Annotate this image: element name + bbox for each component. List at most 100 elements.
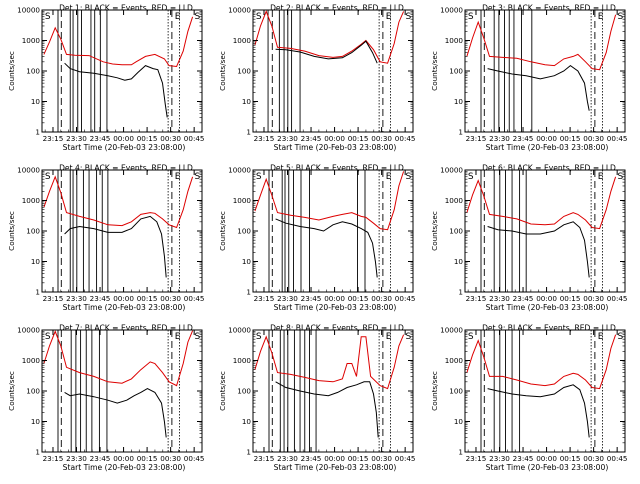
panel-title: Det 1: BLACK = Events, RED = LLD — [59, 4, 193, 13]
y-tick-label: 1000 — [233, 356, 252, 365]
y-tick-label: 10 — [242, 97, 252, 106]
x-tick-label: 23:15 — [43, 294, 64, 303]
y-tick-label: 10000 — [228, 6, 251, 15]
y-tick-label: 100 — [26, 67, 40, 76]
x-tick-label: 00:30 — [160, 454, 181, 463]
y-tick-label: 1000 — [233, 196, 252, 205]
y-tick-label: 10 — [31, 257, 41, 266]
x-axis-label: Start Time (20-Feb-03 23:08:00) — [63, 303, 186, 312]
x-tick-label: 23:45 — [301, 454, 322, 463]
region-letter: S — [617, 172, 623, 182]
x-tick-label: 23:45 — [513, 134, 534, 143]
panel-title: Det 6: BLACK = Events, RED = LLD — [482, 164, 616, 173]
y-tick-label: 100 — [237, 67, 251, 76]
panel-title: Det 7: BLACK = Events, RED = LLD — [59, 324, 193, 333]
x-tick-label: 00:00 — [536, 294, 557, 303]
x-tick-label: 00:00 — [324, 134, 345, 143]
x-tick-label: 00:45 — [184, 454, 205, 463]
x-tick-label: 00:15 — [560, 454, 581, 463]
region-letter: E — [175, 172, 181, 182]
region-letter: E — [598, 332, 604, 342]
region-letter: E — [175, 332, 181, 342]
y-tick-label: 10 — [454, 97, 464, 106]
plot-frame — [252, 9, 414, 133]
region-letter: S — [405, 332, 411, 342]
y-tick-label: 1 — [35, 128, 40, 137]
y-tick-label: 10000 — [17, 166, 40, 175]
x-tick-label: 00:15 — [560, 294, 581, 303]
y-tick-label: 1000 — [22, 36, 41, 45]
x-tick-label: 00:00 — [324, 294, 345, 303]
plot-frame — [41, 9, 203, 133]
y-tick-label: 1000 — [233, 36, 252, 45]
x-tick-label: 23:15 — [466, 454, 487, 463]
y-axis-label: Counts/sec — [430, 371, 439, 411]
x-axis-label: Start Time (20-Feb-03 23:08:00) — [274, 303, 397, 312]
y-axis-label: Counts/sec — [218, 51, 227, 91]
y-tick-label: 1000 — [22, 196, 41, 205]
y-tick-label: 10 — [242, 257, 252, 266]
y-tick-label: 1 — [458, 448, 463, 457]
x-tick-label: 23:15 — [254, 134, 275, 143]
region-letter: S — [45, 12, 51, 22]
events-series-line — [487, 384, 590, 438]
lld-series-line — [254, 171, 405, 231]
y-axis-label: Counts/sec — [7, 51, 16, 91]
x-tick-label: 00:00 — [113, 454, 134, 463]
panel-title: Det 3: BLACK = Events, RED = LLD — [482, 4, 616, 13]
y-tick-label: 100 — [449, 67, 463, 76]
region-letter: S — [468, 332, 474, 342]
x-tick-label: 00:00 — [113, 294, 134, 303]
region-letter: E — [386, 172, 392, 182]
region-letter: S — [617, 12, 623, 22]
y-tick-label: 1 — [35, 288, 40, 297]
x-axis-label: Start Time (20-Feb-03 23:08:00) — [486, 143, 609, 152]
x-tick-label: 23:30 — [489, 134, 510, 143]
x-axis-label: Start Time (20-Feb-03 23:08:00) — [274, 463, 397, 472]
y-tick-label: 10 — [31, 417, 41, 426]
lld-series-line — [254, 10, 405, 64]
plot-frame — [252, 329, 414, 453]
region-letter: S — [405, 172, 411, 182]
x-tick-label: 00:15 — [348, 134, 369, 143]
x-axis-label: Start Time (20-Feb-03 23:08:00) — [486, 303, 609, 312]
x-tick-label: 00:45 — [395, 294, 416, 303]
plot-frame — [464, 9, 626, 133]
x-tick-label: 00:30 — [583, 294, 604, 303]
x-axis-label: Start Time (20-Feb-03 23:08:00) — [274, 143, 397, 152]
y-axis-label: Counts/sec — [7, 371, 16, 411]
y-tick-label: 10000 — [440, 6, 463, 15]
lld-series-line — [43, 16, 194, 68]
x-tick-label: 23:15 — [43, 454, 64, 463]
lld-series-line — [43, 175, 194, 229]
region-letter: S — [45, 172, 51, 182]
x-tick-label: 00:30 — [371, 134, 392, 143]
y-tick-label: 1 — [246, 448, 251, 457]
x-tick-label: 00:30 — [583, 134, 604, 143]
x-tick-label: 00:00 — [536, 454, 557, 463]
x-tick-label: 23:15 — [466, 294, 487, 303]
x-axis-label: Start Time (20-Feb-03 23:08:00) — [486, 463, 609, 472]
x-tick-label: 23:45 — [90, 134, 111, 143]
x-tick-label: 23:30 — [66, 134, 87, 143]
events-series-line — [275, 40, 378, 64]
x-tick-label: 23:45 — [90, 294, 111, 303]
x-tick-label: 00:30 — [160, 294, 181, 303]
panel-title: Det 8: BLACK = Events, RED = LLD — [270, 324, 404, 333]
x-tick-label: 00:00 — [113, 134, 134, 143]
x-tick-label: 00:30 — [371, 294, 392, 303]
y-tick-label: 10 — [454, 257, 464, 266]
x-tick-label: 00:30 — [371, 454, 392, 463]
region-letter: E — [175, 12, 181, 22]
x-tick-label: 00:45 — [395, 454, 416, 463]
region-letter: S — [256, 332, 262, 342]
x-tick-label: 23:15 — [254, 294, 275, 303]
y-tick-label: 1 — [35, 448, 40, 457]
